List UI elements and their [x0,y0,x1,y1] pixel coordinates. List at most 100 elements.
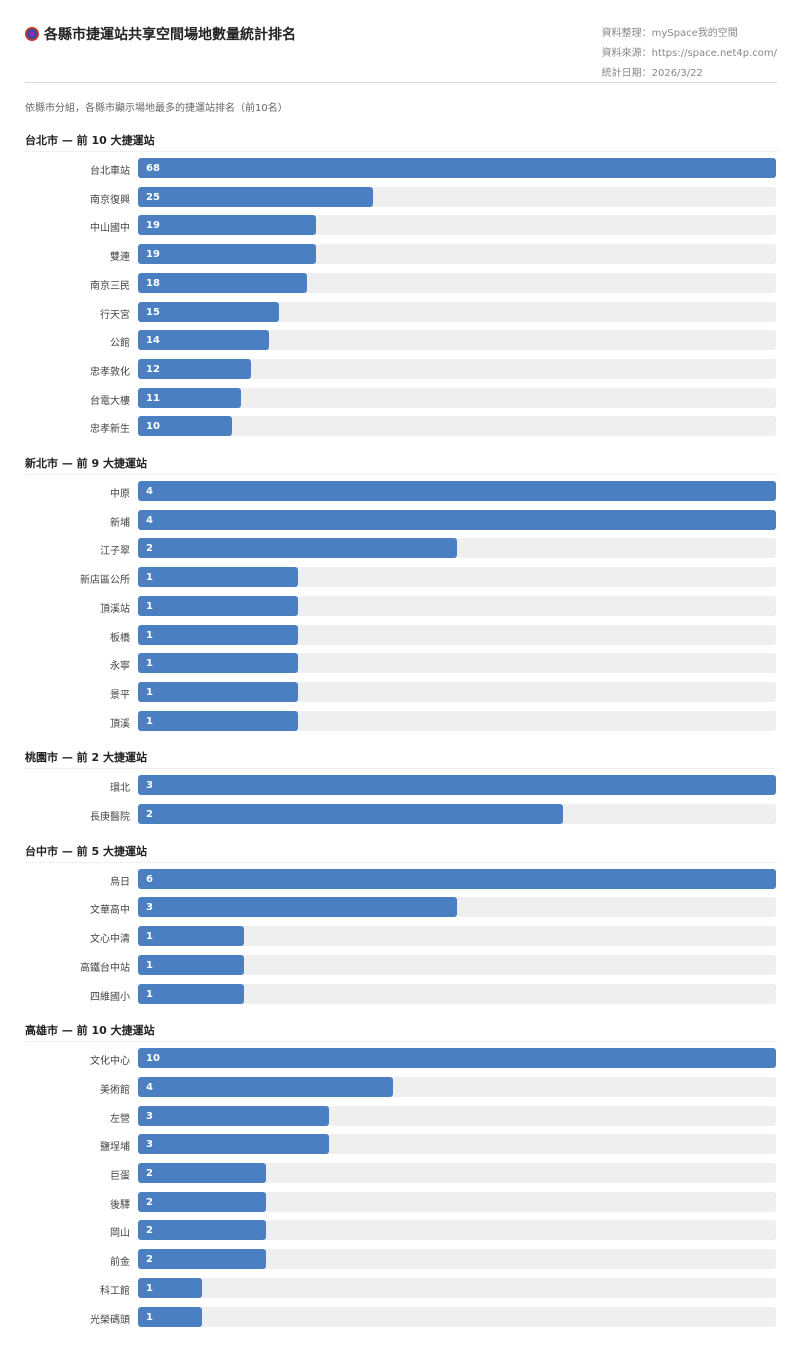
station-label: 永寧 [110,661,130,673]
bar [138,926,245,947]
station-label: 行天宮 [100,309,130,321]
station-label: 忠孝新生 [90,424,130,436]
bar [138,681,298,702]
value-label: 4 [146,1081,153,1093]
value-label: 3 [146,1139,153,1151]
section-title: 新北市 — 前 9 大捷運站 [25,457,147,470]
value-label: 10 [146,421,160,433]
bar-track [138,926,776,947]
bar [138,301,279,322]
station-label: 新埔 [110,517,130,529]
bar [138,1191,266,1212]
station-label: 台電大樓 [90,395,130,407]
section-title: 高雄市 — 前 10 大捷運站 [25,1024,155,1038]
value-label: 1 [146,931,153,943]
station-label: 長庚醫院 [90,812,130,823]
bar-track [138,653,776,674]
bar [138,1105,330,1126]
station-label: 南京三民 [90,280,130,292]
value-label: 3 [146,1110,153,1122]
station-label: 南京復興 [90,194,130,206]
section-divider [25,768,777,770]
value-label: 14 [146,335,160,347]
value-label: 3 [146,902,153,914]
bar [138,804,564,824]
value-label: 15 [146,306,160,318]
station-label: 忠孝敦化 [90,366,130,378]
bar [138,595,298,616]
value-label: 10 [146,1053,160,1065]
bar [138,653,298,674]
station-label: 公館 [110,338,130,350]
bar [138,481,776,501]
page-subtitle: 依縣市分組，各縣市顯示場地最多的捷運站排名（前10名） [25,103,288,114]
bar [138,1249,266,1270]
station-label: 美術館 [100,1084,130,1096]
bar [138,509,776,530]
value-label: 2 [146,543,153,555]
station-label: 後驛 [110,1199,130,1211]
section-divider [25,861,777,863]
bar-track [138,1249,776,1270]
bar [138,215,317,236]
meta-source: 資料來源：https://space.net4p.com/ [601,48,777,59]
bar [138,358,251,379]
value-label: 11 [146,392,160,404]
bar [138,272,307,293]
bar [138,330,270,351]
station-label: 岡山 [110,1228,130,1240]
value-label: 2 [146,809,153,820]
station-label: 中山國中 [90,223,130,235]
station-label: 景平 [110,689,130,701]
value-label: 2 [146,1225,153,1237]
station-label: 文心中清 [90,934,130,946]
title-row: 各縣市捷運站共享空間場地數量統計排名 [25,24,296,44]
value-label: 4 [146,486,153,497]
bar-track [138,1306,776,1327]
station-label: 台北車站 [90,166,130,177]
station-label: 四維國小 [90,991,130,1003]
station-label: 左營 [110,1113,130,1125]
bar [138,1277,202,1298]
section-title: 台中市 — 前 5 大捷運站 [25,844,147,858]
value-label: 4 [146,514,153,526]
value-label: 68 [146,163,160,174]
header: 各縣市捷運站共享空間場地數量統計排名 資料整理：mySpace我的空間 資料來源… [25,18,777,84]
station-label: 高鐵台中站 [80,962,130,974]
value-label: 1 [146,1311,153,1323]
station-label: 光榮碼頭 [90,1314,130,1326]
bar-track [138,954,776,975]
meta-organizer: 資料整理：mySpace我的空間 [601,28,738,39]
logo-icon [25,27,39,41]
bar [138,244,317,265]
section-title: 台北市 — 前 10 大捷運站 [25,134,155,147]
station-label: 新店區公所 [80,575,130,587]
meta-date: 統計日期：2026/3/22 [601,68,703,79]
station-label: 前金 [110,1257,130,1269]
station-label: 頂溪 [110,718,130,730]
station-label: 文華高中 [90,905,130,917]
station-label: 環北 [110,783,130,795]
bar [138,1220,266,1241]
value-label: 2 [146,1168,153,1179]
value-label: 3 [146,780,153,792]
bar [138,538,457,559]
value-label: 2 [146,1196,153,1208]
bar [138,387,242,408]
station-label: 文化中心 [90,1056,130,1068]
bar-track [138,1163,776,1183]
value-label: 1 [146,1282,153,1294]
station-label: 雙連 [110,252,130,264]
station-label: 江子翠 [100,546,130,558]
bar-track [138,710,776,731]
value-label: 12 [146,363,160,375]
bar-track [138,1277,776,1298]
value-label: 1 [146,715,153,727]
bar [138,1134,330,1155]
bar-track [138,567,776,588]
bar [138,416,232,437]
station-label: 頂溪站 [100,603,130,615]
value-label: 1 [146,572,153,584]
section-title: 桃園市 — 前 2 大捷運站 [25,751,147,765]
